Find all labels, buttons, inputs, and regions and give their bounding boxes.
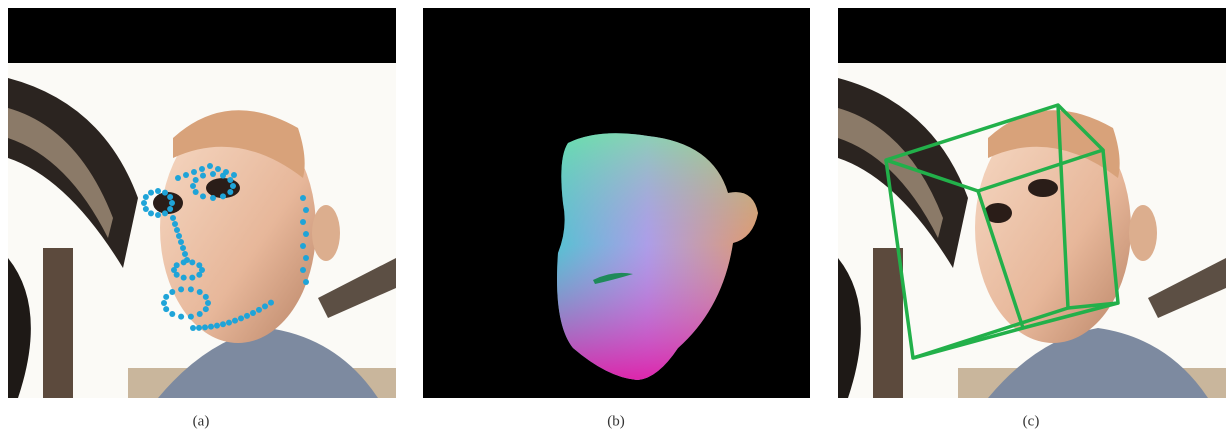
landmark (238, 315, 244, 321)
landmark (155, 212, 161, 218)
landmark (210, 195, 216, 201)
landmark (183, 172, 189, 178)
landmark (202, 324, 208, 330)
landmark (188, 314, 194, 320)
landmark (196, 262, 202, 268)
landmark (203, 294, 209, 300)
ear (312, 205, 340, 261)
landmark (300, 219, 306, 225)
landmark (178, 286, 184, 292)
page: (a) (b) (c) (() => { const data = JSON.p… (0, 0, 1226, 437)
landmark (197, 289, 203, 295)
landmark (197, 311, 203, 317)
landmark (200, 193, 206, 199)
landmark (161, 300, 167, 306)
landmark (300, 195, 306, 201)
landmark (227, 189, 233, 195)
landmark (203, 306, 209, 312)
landmark (167, 194, 173, 200)
landmark (303, 231, 309, 237)
landmark (141, 200, 147, 206)
landmark (193, 189, 199, 195)
caption: (a) (193, 413, 210, 429)
landmark (256, 307, 262, 313)
landmark (196, 272, 202, 278)
landmark (227, 177, 233, 183)
landmark (184, 257, 190, 263)
landmark (226, 320, 232, 326)
landmark (207, 163, 213, 169)
landmark (169, 200, 175, 206)
landmark (303, 279, 309, 285)
landmark (182, 251, 188, 257)
eye (1028, 179, 1058, 197)
landmark (300, 267, 306, 273)
landmark (208, 324, 214, 330)
landmark (189, 275, 195, 281)
landmark (214, 323, 220, 329)
landmark (244, 313, 250, 319)
landmark (178, 239, 184, 245)
landmark (205, 300, 211, 306)
landmark (303, 207, 309, 213)
landmark (262, 303, 268, 309)
landmark (268, 300, 274, 306)
landmark (215, 166, 221, 172)
landmark (196, 325, 202, 331)
landmark (143, 194, 149, 200)
landmark (190, 183, 196, 189)
landmark (175, 175, 181, 181)
landmark (174, 262, 180, 268)
landmark (172, 221, 178, 227)
landmark (232, 318, 238, 324)
landmark (167, 206, 173, 212)
landmark (189, 259, 195, 265)
landmark (220, 321, 226, 327)
landmark (148, 190, 154, 196)
landmark (199, 166, 205, 172)
landmark (176, 233, 182, 239)
landmark (231, 172, 237, 178)
panel-a-image (8, 8, 396, 398)
landmark (163, 306, 169, 312)
landmark (174, 227, 180, 233)
landmark (250, 310, 256, 316)
landmark (193, 177, 199, 183)
landmark (162, 190, 168, 196)
landmark (148, 210, 154, 216)
landmark (178, 314, 184, 320)
figure: (a) (b) (c) (0, 0, 1226, 437)
landmark (181, 275, 187, 281)
landmark (169, 311, 175, 317)
landmark (230, 183, 236, 189)
landmark (210, 171, 216, 177)
landmark (180, 245, 186, 251)
landmark (169, 289, 175, 295)
landmark (300, 243, 306, 249)
landmark (303, 255, 309, 261)
panel-b-image (423, 8, 810, 398)
landmark (155, 188, 161, 194)
landmark (191, 169, 197, 175)
landmark (223, 169, 229, 175)
landmark (143, 206, 149, 212)
caption: (b) (607, 413, 625, 429)
panel-c-image (838, 8, 1226, 398)
landmark (170, 215, 176, 221)
ear (1129, 205, 1157, 261)
landmark (162, 210, 168, 216)
landmark (163, 294, 169, 300)
caption: (c) (1023, 413, 1040, 429)
landmark (190, 325, 196, 331)
landmark (220, 193, 226, 199)
landmark (200, 173, 206, 179)
landmark (188, 286, 194, 292)
